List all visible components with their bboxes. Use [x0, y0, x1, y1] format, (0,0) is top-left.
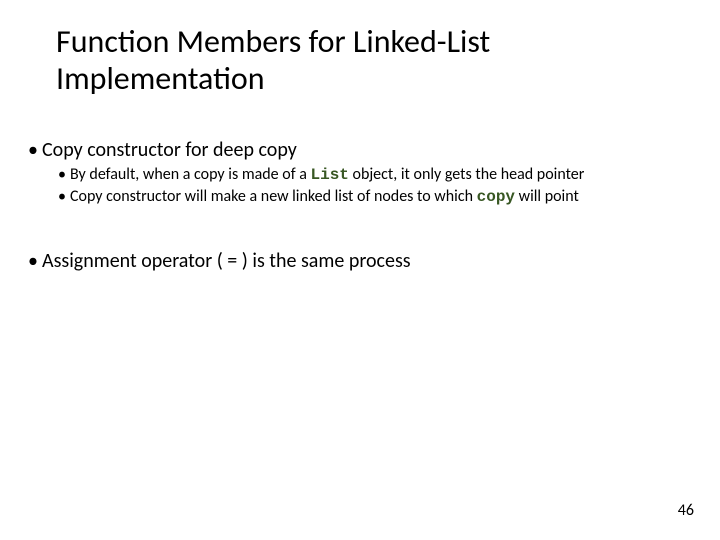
slide: Function Members for Linked-List Impleme… [0, 0, 720, 540]
sub-bullet-pre: Copy constructor will make a new linked … [70, 187, 477, 206]
sub-bullet-default-copy: •By default, when a copy is made of a Li… [58, 165, 688, 185]
bullet-icon: • [58, 165, 70, 185]
bullet-copy-constructor: •Copy constructor for deep copy [28, 138, 688, 163]
code-copy: copy [477, 188, 515, 206]
bullet-text: Assignment operator ( = ) is the same pr… [42, 249, 411, 273]
sub-bullet-copy-constructor: •Copy constructor will make a new linked… [58, 187, 688, 207]
spacer [28, 221, 688, 249]
code-list: List [310, 166, 348, 184]
sub-bullet-post: will point [515, 187, 579, 206]
bullet-icon: • [28, 249, 42, 274]
page-number: 46 [678, 501, 694, 520]
sub-bullet-pre: By default, when a copy is made of a [70, 165, 310, 184]
slide-title: Function Members for Linked-List Impleme… [56, 24, 676, 98]
sub-list-0: •By default, when a copy is made of a Li… [58, 165, 688, 207]
sub-bullet-post: object, it only gets the head pointer [349, 165, 584, 184]
bullet-icon: • [58, 187, 70, 207]
slide-body: •Copy constructor for deep copy •By defa… [28, 138, 688, 276]
bullet-icon: • [28, 138, 42, 163]
bullet-text: Copy constructor for deep copy [42, 138, 297, 162]
bullet-assignment-operator: •Assignment operator ( = ) is the same p… [28, 249, 688, 274]
